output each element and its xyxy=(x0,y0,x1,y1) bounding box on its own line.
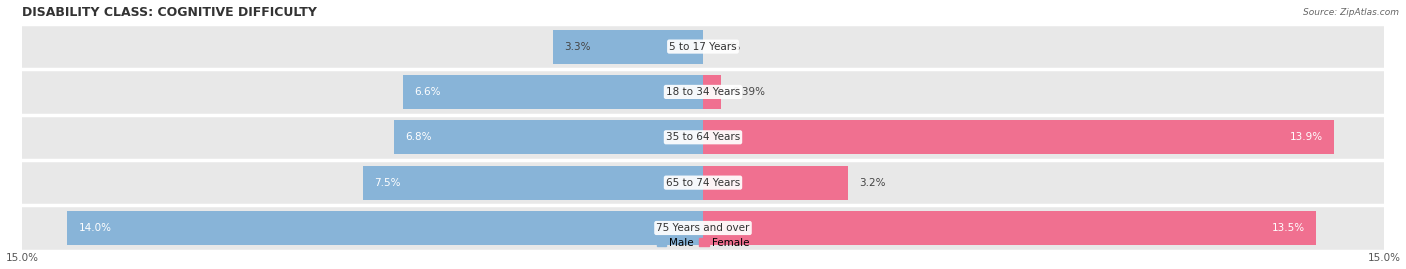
Text: 13.5%: 13.5% xyxy=(1271,223,1305,233)
Bar xyxy=(703,166,848,200)
Bar xyxy=(404,75,703,109)
Bar xyxy=(22,115,703,160)
Bar xyxy=(703,211,1316,245)
Text: 65 to 74 Years: 65 to 74 Years xyxy=(666,178,740,188)
Bar xyxy=(703,115,1384,160)
Text: 7.5%: 7.5% xyxy=(374,178,401,188)
Bar xyxy=(703,120,1334,154)
Text: 5 to 17 Years: 5 to 17 Years xyxy=(669,42,737,52)
Bar xyxy=(703,24,1384,69)
Bar xyxy=(703,75,721,109)
Bar xyxy=(703,160,1384,205)
Text: 6.6%: 6.6% xyxy=(415,87,441,97)
Text: 0.0%: 0.0% xyxy=(714,42,741,52)
Text: 35 to 64 Years: 35 to 64 Years xyxy=(666,132,740,142)
Bar xyxy=(553,30,703,63)
Bar xyxy=(22,160,703,205)
Text: 6.8%: 6.8% xyxy=(406,132,432,142)
Text: 3.3%: 3.3% xyxy=(565,42,591,52)
Legend: Male, Female: Male, Female xyxy=(657,238,749,248)
Bar xyxy=(394,120,703,154)
Bar xyxy=(67,211,703,245)
Text: 14.0%: 14.0% xyxy=(79,223,112,233)
Bar xyxy=(703,69,1384,115)
Text: 75 Years and over: 75 Years and over xyxy=(657,223,749,233)
Bar xyxy=(703,205,1384,251)
Text: 0.39%: 0.39% xyxy=(733,87,765,97)
Text: 18 to 34 Years: 18 to 34 Years xyxy=(666,87,740,97)
Bar xyxy=(363,166,703,200)
Bar xyxy=(22,24,703,69)
Bar xyxy=(22,205,703,251)
Text: 13.9%: 13.9% xyxy=(1289,132,1323,142)
Text: 3.2%: 3.2% xyxy=(859,178,886,188)
Text: DISABILITY CLASS: COGNITIVE DIFFICULTY: DISABILITY CLASS: COGNITIVE DIFFICULTY xyxy=(22,6,316,19)
Text: Source: ZipAtlas.com: Source: ZipAtlas.com xyxy=(1303,8,1399,17)
Bar xyxy=(22,69,703,115)
